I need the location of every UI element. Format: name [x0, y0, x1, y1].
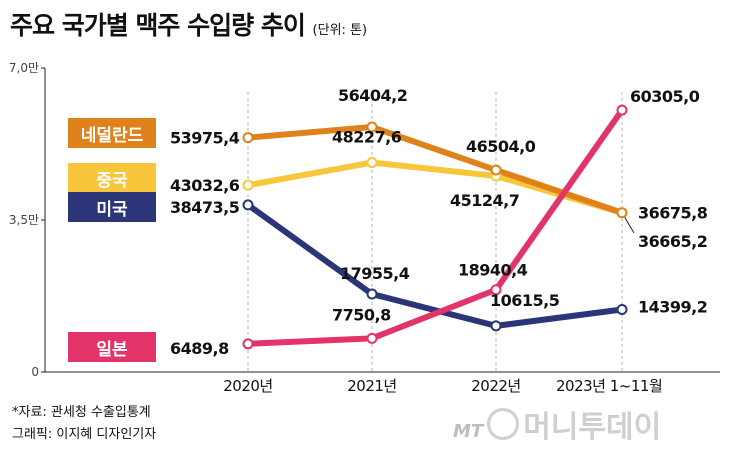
x-tick-label: 2022년: [471, 377, 520, 395]
brand-mark-icon: [487, 408, 520, 440]
data-point: [490, 284, 502, 296]
leader-line: [623, 215, 635, 234]
data-point: [366, 332, 378, 344]
data-point: [616, 303, 628, 315]
data-label: 45124,7: [450, 191, 519, 210]
chart-unit: (단위: 톤): [312, 23, 368, 38]
data-label: 17955,4: [340, 264, 410, 283]
brand-prefix: MT: [453, 421, 484, 442]
brand-name: 머니투데이: [523, 410, 662, 445]
chart-title-text: 주요 국가별 맥주 수입량 추이: [10, 11, 306, 40]
data-label: 10615,5: [490, 291, 560, 310]
data-label: 46504,0: [466, 137, 536, 156]
x-tick-label: 2023년 1~11월: [556, 377, 662, 395]
data-label: 60305,0: [630, 87, 700, 106]
data-point: [366, 157, 378, 169]
legend-item: 일본: [68, 332, 156, 362]
data-point: [616, 104, 628, 116]
data-point: [616, 207, 628, 219]
chart-title: 주요 국가별 맥주 수입량 추이 (단위: 톤): [10, 6, 367, 42]
y-tick-label: 3,5만: [9, 213, 39, 227]
y-tick-label: 0: [31, 365, 39, 379]
data-label: 43032,6: [170, 176, 240, 195]
data-point: [366, 121, 378, 133]
series-line: [245, 107, 625, 347]
data-label: 7750,8: [332, 305, 391, 324]
data-label: 36665,2: [638, 232, 707, 251]
series-line: [245, 124, 625, 216]
data-point: [242, 179, 254, 191]
data-label: 53975,4: [170, 129, 240, 148]
data-point: [490, 164, 502, 176]
y-tick-label: 7,0만: [9, 61, 39, 75]
credit-note: 그래픽: 이지혜 디자인기자: [12, 427, 157, 442]
data-label: 18940,4: [458, 261, 528, 280]
legend-item: 네덜란드: [68, 118, 156, 148]
data-point: [242, 338, 254, 350]
data-point: [366, 288, 378, 300]
data-label: 48227,6: [332, 128, 402, 147]
data-label: 56404,2: [338, 86, 407, 105]
data-point: [242, 132, 254, 144]
legend-item: 중국: [68, 163, 156, 193]
source-note: *자료: 관세청 수출입통계: [12, 405, 151, 420]
data-label: 6489,8: [170, 339, 229, 358]
series-line: [245, 201, 625, 329]
data-label: 14399,2: [638, 297, 707, 316]
x-tick-label: 2020년: [223, 377, 272, 395]
legend-item: 미국: [68, 192, 156, 222]
x-tick-label: 2021년: [347, 377, 396, 395]
data-point: [242, 199, 254, 211]
brand-logo: MT 머니투데이: [453, 402, 661, 446]
data-label: 38473,5: [170, 198, 240, 217]
footer: *자료: 관세청 수출입통계 그래픽: 이지혜 디자인기자: [12, 402, 156, 446]
data-point: [490, 320, 502, 332]
data-label: 36675,8: [638, 204, 708, 223]
